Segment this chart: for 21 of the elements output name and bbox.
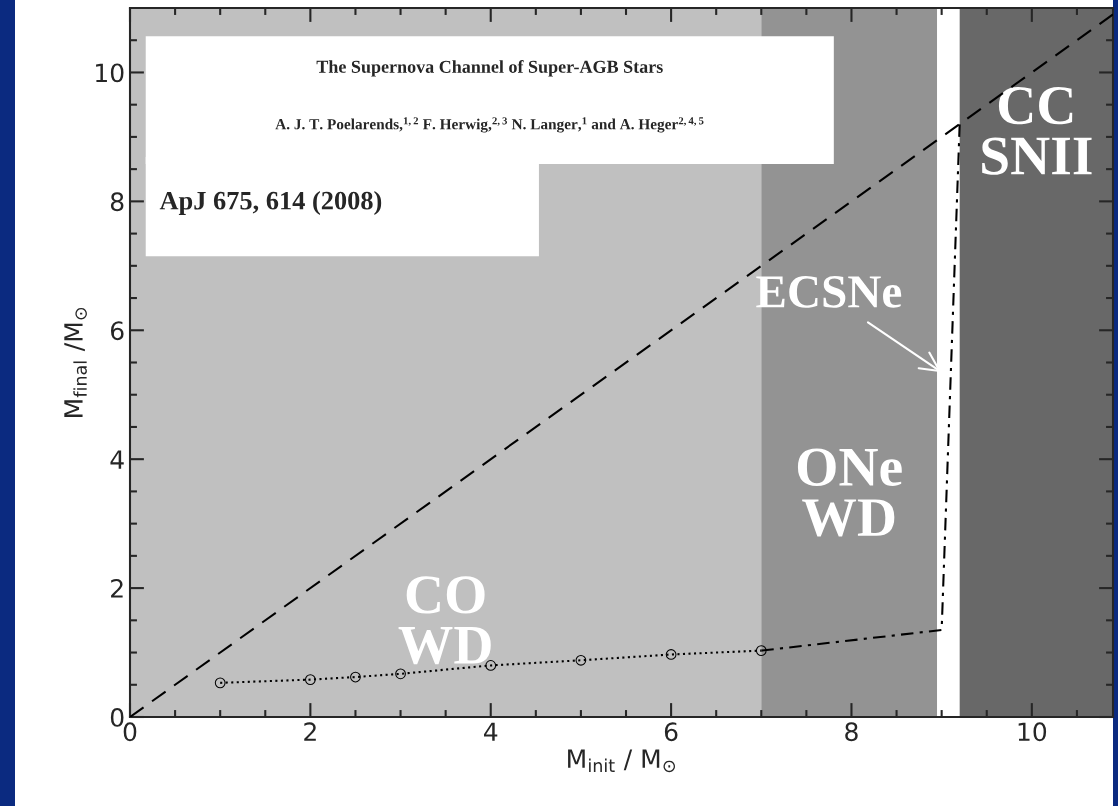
- band-label: CC SNII: [982, 87, 1092, 175]
- x-tick-label: 2: [304, 722, 316, 741]
- x-axis-title: M$_{init}$ / M$_{⊙}$: [568, 749, 675, 773]
- x-tick-label: 4: [484, 722, 498, 741]
- annotation: A. J. T. Poelarends,$^{1,2}$ F. Herwig,$^{2,3}$ N. Langer,$^{1}$ and A. Heger$^{2,4,5}$: [275, 117, 704, 133]
- y-tick-label: 0: [110, 707, 124, 727]
- annotation: ECSNe: [756, 276, 902, 308]
- y-tick-label: 8: [110, 192, 124, 212]
- x-tick-label: 6: [664, 722, 678, 742]
- y-tick-label: 4: [110, 450, 124, 469]
- annotation: The Supernova Channel of Super-AGB Stars: [316, 59, 663, 77]
- y-axis-title: M$_{final}$ /M$_{⊙}$: [64, 307, 87, 417]
- annotation: ApJ 675, 614 (2008): [159, 191, 382, 215]
- x-tick-label: 10: [1018, 722, 1047, 742]
- y-tick-label: 6: [110, 321, 124, 341]
- x-tick-label: 8: [845, 722, 858, 742]
- y-tick-label: 10: [96, 63, 124, 83]
- y-tick-label: 2: [111, 579, 123, 598]
- x-tick-label: 0: [123, 722, 137, 742]
- band-label: ONe WD: [797, 448, 902, 537]
- band-label: CO WD: [398, 576, 491, 665]
